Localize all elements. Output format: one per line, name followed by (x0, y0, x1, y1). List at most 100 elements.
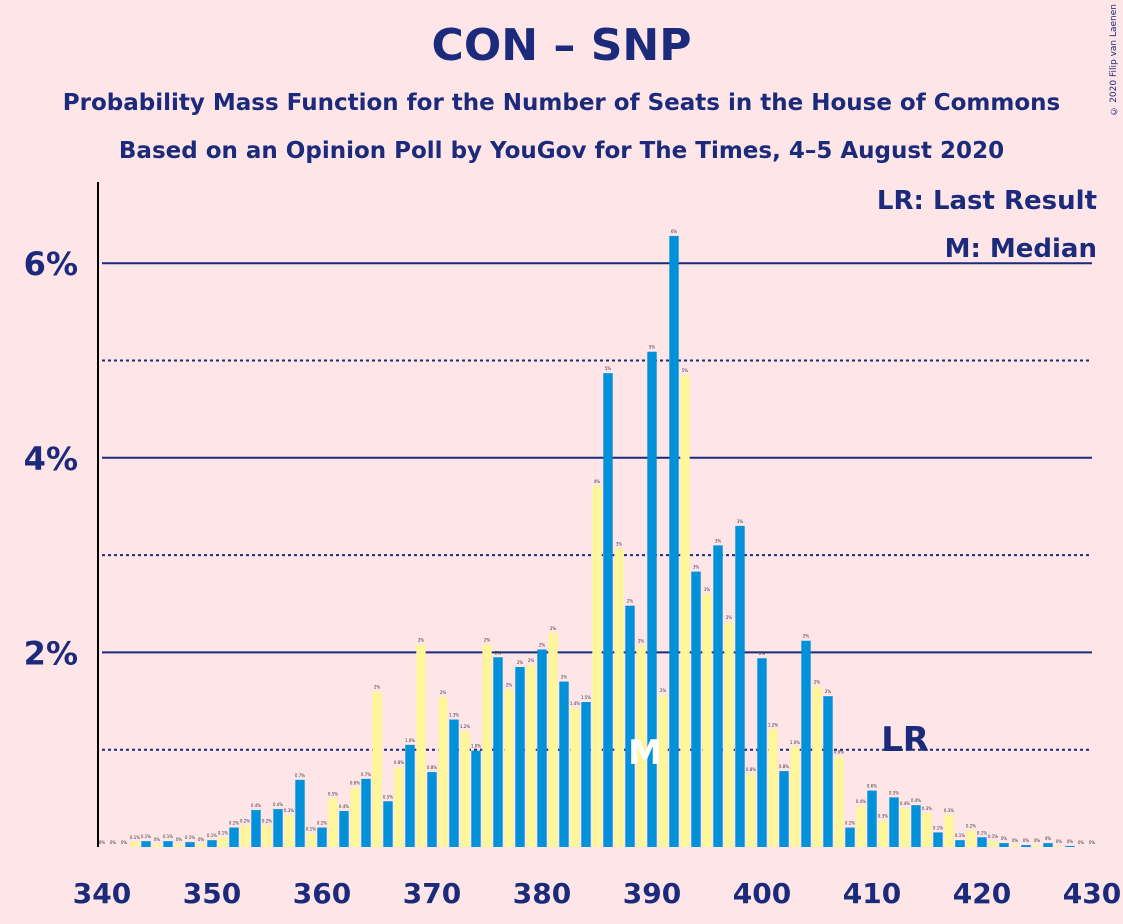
data-label: 3% (715, 538, 722, 543)
data-label: 5% (649, 345, 656, 350)
data-label: 1.0% (790, 740, 800, 745)
data-label: 0.3% (878, 814, 888, 819)
bar (999, 843, 1009, 847)
data-label: 2% (440, 690, 447, 695)
data-label: 2% (550, 626, 557, 631)
y-tick-label: 6% (24, 245, 78, 283)
data-label: 0.1% (185, 835, 195, 840)
data-label: 1.0% (471, 744, 481, 749)
data-label: 5% (605, 366, 612, 371)
bar (823, 696, 833, 847)
bar (174, 844, 184, 847)
bar (482, 644, 492, 847)
bar (592, 486, 602, 847)
x-tick-label: 420 (953, 877, 1011, 910)
bar (405, 744, 415, 847)
data-label: 0.1% (163, 834, 173, 839)
data-label: 0.6% (350, 781, 360, 786)
data-label: 2% (528, 658, 535, 663)
bar (779, 771, 789, 847)
data-label: 2% (660, 688, 667, 693)
bar (328, 798, 338, 847)
bar (702, 594, 712, 847)
x-tick-label: 410 (843, 877, 901, 910)
data-label: 0.5% (383, 794, 393, 799)
bar (350, 787, 360, 847)
data-label: 1.3% (449, 713, 459, 718)
data-label: 0.2% (966, 823, 976, 828)
data-label: 2% (484, 638, 491, 643)
bar (768, 729, 778, 847)
bar (911, 805, 921, 847)
data-label: 0.1% (988, 834, 998, 839)
data-label: 2% (561, 675, 568, 680)
bar (735, 525, 745, 847)
x-tick-label: 430 (1063, 877, 1121, 910)
data-label: 0.2% (229, 821, 239, 826)
bar (240, 825, 250, 847)
bar (460, 731, 470, 847)
bar (713, 545, 723, 847)
data-label: 0.3% (922, 806, 932, 811)
x-tick-label: 340 (73, 877, 131, 910)
bar (273, 809, 283, 847)
data-label: 2% (726, 615, 733, 620)
bar (669, 235, 679, 847)
bar (251, 810, 261, 847)
bar (1065, 846, 1075, 847)
bar (1043, 843, 1053, 847)
bar (383, 801, 393, 847)
bar (284, 814, 294, 847)
bar (471, 750, 481, 847)
data-label: 2% (539, 642, 546, 647)
bar (394, 767, 404, 847)
bar (867, 790, 877, 847)
data-label: 0.4% (273, 802, 283, 807)
x-tick-label: 400 (733, 877, 791, 910)
data-label: 2% (638, 639, 645, 644)
data-label: 0% (1067, 839, 1074, 844)
data-label: 0.1% (933, 825, 943, 830)
data-label: 2% (517, 660, 524, 665)
data-label: 0.4% (339, 804, 349, 809)
bar (878, 820, 888, 847)
data-label: 2% (495, 650, 502, 655)
data-label: 0.4% (251, 803, 261, 808)
bar (262, 825, 272, 847)
data-label: 0.2% (845, 821, 855, 826)
bar (812, 686, 822, 847)
bar (636, 645, 646, 847)
bar (229, 827, 239, 847)
data-label: 0% (1034, 838, 1041, 843)
data-label: 0.8% (746, 767, 756, 772)
bar (581, 702, 591, 847)
bar (757, 658, 767, 847)
data-label: 6% (671, 229, 678, 234)
data-label: 0.5% (889, 790, 899, 795)
bar (416, 644, 426, 847)
x-tick-label: 350 (183, 877, 241, 910)
data-label: 0.1% (955, 833, 965, 838)
x-tick-label: 390 (623, 877, 681, 910)
bar (801, 640, 811, 847)
bar (680, 375, 690, 847)
bar (306, 833, 316, 847)
bar (207, 840, 217, 847)
data-label: 0.7% (295, 773, 305, 778)
bar (427, 772, 437, 847)
data-label: 0.7% (361, 772, 371, 777)
bar (856, 806, 866, 847)
bar (218, 837, 228, 847)
bar (933, 832, 943, 847)
bar (746, 774, 756, 847)
bar (339, 810, 349, 847)
data-label: 3% (737, 519, 744, 524)
data-label: 3% (704, 587, 711, 592)
data-label: 1.2% (768, 722, 778, 727)
data-label: 2% (418, 638, 425, 643)
bar (1021, 845, 1031, 847)
data-label: 0.1% (306, 826, 316, 831)
data-label: 2% (825, 689, 832, 694)
data-label: 0.9% (834, 750, 844, 755)
bar (603, 373, 613, 847)
